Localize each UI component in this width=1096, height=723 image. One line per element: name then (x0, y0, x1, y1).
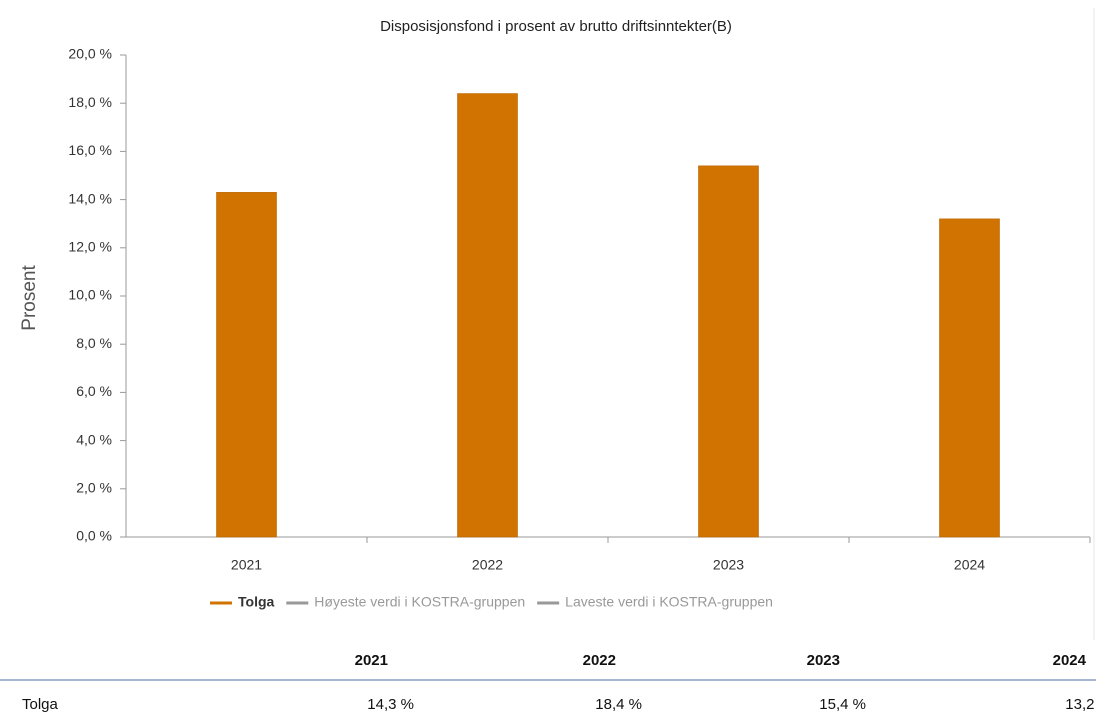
table-header: 2022 (583, 652, 616, 669)
y-tick-label: 16,0 % (68, 142, 112, 158)
x-tick-label: 2021 (231, 557, 262, 573)
table-header: 2021 (355, 652, 388, 669)
y-axis-label: Prosent (19, 265, 40, 331)
y-tick-label: 20,0 % (68, 46, 112, 62)
y-tick-label: 2,0 % (76, 480, 112, 496)
y-tick-label: 0,0 % (76, 528, 112, 544)
legend-label: Tolga (238, 594, 275, 610)
table-cell: 18,4 % (595, 696, 642, 713)
x-tick-label: 2024 (954, 557, 985, 573)
bar (457, 93, 518, 538)
bar (216, 192, 277, 538)
table-header: 2023 (807, 652, 840, 669)
table-cell: 15,4 % (819, 696, 866, 713)
table-cell: 13,2 % (1065, 696, 1096, 713)
y-tick-label: 18,0 % (68, 94, 112, 110)
y-tick-label: 6,0 % (76, 383, 112, 399)
y-tick-label: 8,0 % (76, 335, 112, 351)
table-header: 2024 (1053, 652, 1087, 669)
bar (698, 165, 759, 538)
x-tick-label: 2023 (713, 557, 744, 573)
y-tick-label: 4,0 % (76, 431, 112, 447)
y-tick-label: 14,0 % (68, 190, 112, 206)
legend-label: Høyeste verdi i KOSTRA-gruppen (314, 594, 525, 610)
y-tick-label: 12,0 % (68, 239, 112, 255)
table-cell: 14,3 % (367, 696, 414, 713)
legend-label: Laveste verdi i KOSTRA-gruppen (565, 594, 773, 610)
y-tick-label: 10,0 % (68, 287, 112, 303)
bar (939, 218, 1000, 538)
chart-title: Disposisjonsfond i prosent av brutto dri… (380, 18, 732, 35)
x-tick-label: 2022 (472, 557, 503, 573)
table-row-label: Tolga (22, 696, 59, 713)
